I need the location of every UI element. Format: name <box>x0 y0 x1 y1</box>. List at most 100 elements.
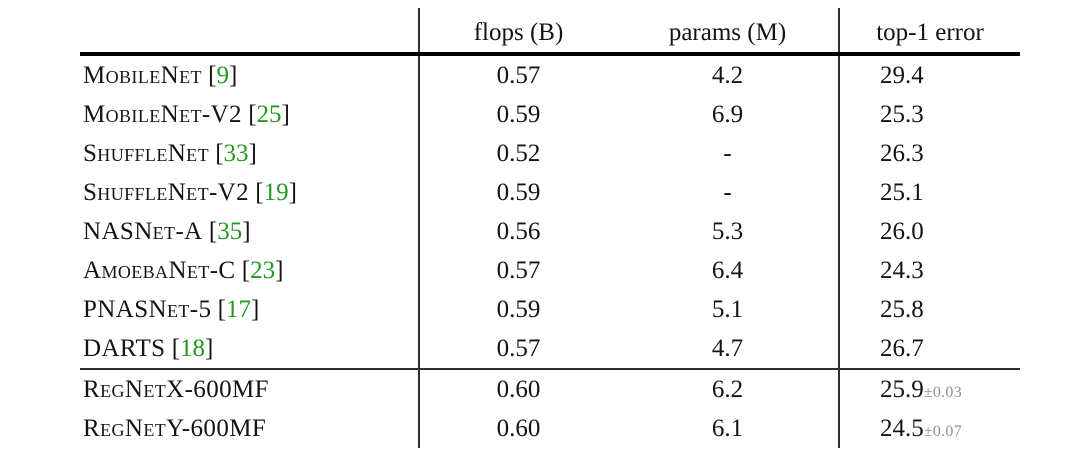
cite-close-bracket: ] <box>248 140 257 167</box>
citation-number: 17 <box>225 296 251 323</box>
error-cell: 26.0 <box>838 212 1020 251</box>
model-name: AmoebaNet-C <box>83 257 236 284</box>
cite-open-bracket: [ <box>235 257 251 284</box>
params-cell: 6.9 <box>711 101 744 128</box>
error-value: 25.1 <box>880 179 924 206</box>
model-name: ShuffleNet <box>83 140 209 167</box>
error-cell: 26.3 <box>838 134 1020 173</box>
model-name: RegNetX-600MF <box>83 376 269 403</box>
flops-cell: 0.59 <box>418 95 617 134</box>
col-header-flops: flops (B) <box>418 8 617 56</box>
flops-cell: 0.57 <box>418 54 617 95</box>
model-name: RegNetY-600MF <box>83 415 267 442</box>
table-row: ShuffleNet-V2 [19] 0.59 - 25.1 <box>80 173 1020 212</box>
error-value: 24.3 <box>880 257 924 284</box>
col-header-params: params (M) <box>617 8 839 56</box>
model-name: ShuffleNet-V2 <box>83 179 250 206</box>
model-cell: PNASNet-5 [17] <box>80 290 419 329</box>
flops-cell: 0.52 <box>418 134 617 173</box>
cite-close-bracket: ] <box>281 101 290 128</box>
model-name: DARTS <box>83 335 166 362</box>
model-name: MobileNet-V2 <box>83 101 242 128</box>
error-value: 25.3 <box>880 101 924 128</box>
flops-cell: 0.59 <box>418 290 617 329</box>
params-cell: 4.2 <box>711 62 744 89</box>
params-cell: 6.1 <box>711 415 744 442</box>
table-row: RegNetX-600MF 0.60 6.2 25.9±0.03 <box>80 368 1020 409</box>
model-cell: ShuffleNet-V2 [19] <box>80 173 419 212</box>
params-cell: 4.7 <box>711 335 744 362</box>
error-stddev: ±0.07 <box>923 423 963 440</box>
cite-close-bracket: ] <box>242 218 251 245</box>
col-header-top1-error: top-1 error <box>838 8 1020 56</box>
cite-open-bracket: [ <box>202 218 218 245</box>
model-cell: ShuffleNet [33] <box>80 134 419 173</box>
cite-close-bracket: ] <box>288 179 297 206</box>
error-value: 26.3 <box>880 140 924 167</box>
model-cell: DARTS [18] <box>80 329 419 369</box>
table-row: DARTS [18] 0.57 4.7 26.7 <box>80 329 1020 369</box>
model-name: MobileNet <box>83 62 202 89</box>
cite-open-bracket: [ <box>201 62 217 89</box>
table-row: PNASNet-5 [17] 0.59 5.1 25.8 <box>80 290 1020 329</box>
citation-number: 9 <box>216 62 229 89</box>
error-value: 24.5 <box>880 415 924 442</box>
flops-cell: 0.57 <box>418 251 617 290</box>
header-row: flops (B) params (M) top-1 error <box>80 8 1020 56</box>
model-comparison-table: flops (B) params (M) top-1 error MobileN… <box>80 8 1020 448</box>
flops-cell: 0.60 <box>418 409 617 448</box>
model-cell: AmoebaNet-C [23] <box>80 251 419 290</box>
flops-cell: 0.57 <box>418 329 617 369</box>
citation-number: 25 <box>256 101 282 128</box>
error-cell: 24.5±0.07 <box>838 409 1020 448</box>
table-row: ShuffleNet [33] 0.52 - 26.3 <box>80 134 1020 173</box>
cite-open-bracket: [ <box>211 296 226 323</box>
cite-close-bracket: ] <box>250 296 260 323</box>
error-value: 26.7 <box>880 335 924 362</box>
cite-close-bracket: ] <box>275 257 284 284</box>
table-row: MobileNet-V2 [25] 0.59 6.9 25.3 <box>80 95 1020 134</box>
col-header-model <box>80 8 419 56</box>
params-cell: 6.2 <box>617 368 839 409</box>
model-cell: RegNetY-600MF <box>80 409 419 448</box>
error-cell: 25.1 <box>838 173 1020 212</box>
citation-number: 23 <box>250 257 276 284</box>
cite-close-bracket: ] <box>228 62 238 89</box>
citation-number: 35 <box>217 218 243 245</box>
model-name: PNASNet-5 <box>83 296 212 323</box>
model-name: NASNet-A <box>83 218 203 245</box>
table-row: AmoebaNet-C [23] 0.57 6.4 24.3 <box>80 251 1020 290</box>
error-cell: 24.3 <box>838 251 1020 290</box>
error-cell: 25.3 <box>838 95 1020 134</box>
flops-cell: 0.60 <box>418 368 617 409</box>
citation-number: 19 <box>263 179 289 206</box>
params-cell: 5.3 <box>711 218 744 245</box>
error-value: 25.8 <box>880 296 924 323</box>
citation-number: 33 <box>223 140 249 167</box>
model-cell: MobileNet-V2 [25] <box>80 95 419 134</box>
table-row: RegNetY-600MF 0.60 6.1 24.5±0.07 <box>80 409 1020 448</box>
model-cell: MobileNet [9] <box>80 54 419 95</box>
cite-close-bracket: ] <box>205 335 214 362</box>
citation-number: 18 <box>180 335 206 362</box>
error-value: 29.4 <box>880 62 924 89</box>
flops-cell: 0.56 <box>418 212 617 251</box>
cite-open-bracket: [ <box>208 140 224 167</box>
model-cell: NASNet-A [35] <box>80 212 419 251</box>
cite-open-bracket: [ <box>249 179 264 206</box>
cite-open-bracket: [ <box>241 101 257 128</box>
table-row: MobileNet [9] 0.57 4.2 29.4 <box>80 54 1020 95</box>
error-value: 25.9 <box>880 376 924 403</box>
error-cell: 29.4 <box>838 54 1020 95</box>
params-cell: 6.4 <box>711 257 744 284</box>
flops-cell: 0.59 <box>418 173 617 212</box>
params-cell: 5.1 <box>711 296 744 323</box>
cite-open-bracket: [ <box>165 335 181 362</box>
error-cell: 25.9±0.03 <box>838 368 1020 409</box>
params-cell: - <box>723 179 732 206</box>
params-cell: - <box>723 140 732 167</box>
model-cell: RegNetX-600MF <box>80 368 419 409</box>
error-value: 26.0 <box>880 218 924 245</box>
error-stddev: ±0.03 <box>923 384 963 401</box>
